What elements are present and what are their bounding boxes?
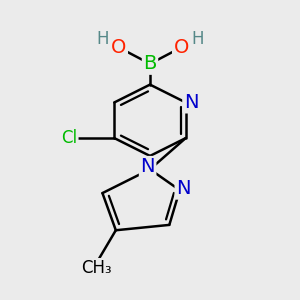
- Text: H: H: [191, 30, 204, 48]
- Text: B: B: [143, 54, 157, 73]
- Text: O: O: [173, 38, 189, 57]
- Text: N: N: [176, 179, 190, 198]
- Text: O: O: [111, 38, 127, 57]
- Text: N: N: [140, 158, 155, 176]
- Text: H: H: [96, 30, 109, 48]
- Text: N: N: [184, 93, 198, 112]
- Text: CH₃: CH₃: [81, 259, 112, 277]
- Text: Cl: Cl: [61, 129, 77, 147]
